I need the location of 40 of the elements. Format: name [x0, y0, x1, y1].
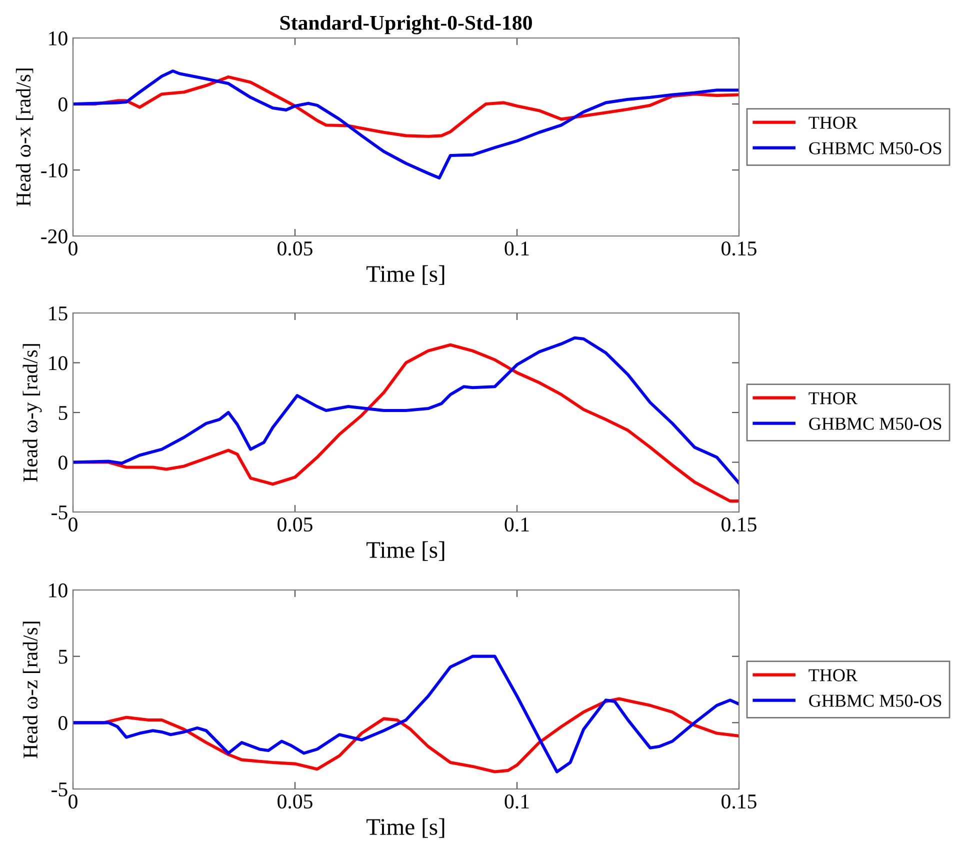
legend-label: THOR [808, 669, 858, 682]
legend-label: GHBMC M50-OS [809, 694, 942, 707]
x-tick-label: 0 [68, 241, 78, 256]
x-tick-label: 0.15 [722, 794, 756, 809]
chart-title: Standard-Upright-0-Std-180 [280, 15, 532, 34]
y-tick-label: 0 [58, 97, 68, 112]
legend-label: GHBMC M50-OS [809, 418, 942, 430]
x-axis-title: Time [s] [366, 265, 444, 285]
x-tick-label: 0.1 [504, 517, 529, 532]
x-axis-title: Time [s] [366, 541, 444, 561]
y-axis-title: Head ω-x [rad/s] [16, 68, 34, 206]
x-tick-label: 0 [68, 794, 78, 809]
y-axis-title: Head ω-y [rad/s] [22, 344, 42, 482]
line-series [73, 69, 739, 180]
x-tick-label: 0.05 [278, 794, 312, 809]
y-axis-title: Head ω-z [rad/s] [22, 622, 40, 758]
legend-label: GHBMC M50-OS [809, 142, 942, 154]
x-tick-label: 0.05 [278, 517, 312, 532]
y-tick-label: 10 [49, 356, 68, 370]
y-tick-label: 15 [49, 306, 68, 320]
x-tick-label: 0.1 [504, 241, 529, 256]
x-tick-label: 0.15 [722, 241, 756, 256]
y-tick-label: 5 [58, 406, 68, 420]
x-tick-label: 0.1 [504, 794, 529, 809]
x-tick-label: 0.05 [278, 241, 312, 256]
y-tick-label: 5 [58, 650, 68, 664]
x-axis-title: Time [s] [366, 818, 444, 838]
x-tick-label: 0 [68, 517, 78, 532]
y-tick-label: 10 [49, 31, 68, 46]
legend-label: THOR [808, 116, 858, 129]
legend-label: THOR [808, 392, 858, 404]
y-tick-label: 10 [49, 583, 68, 598]
y-tick-label: -5 [52, 506, 68, 520]
y-tick-label: 0 [58, 716, 68, 730]
y-tick-label: -20 [41, 229, 68, 244]
y-tick-label: -5 [52, 782, 68, 796]
y-tick-label: 0 [58, 456, 68, 470]
y-tick-label: -10 [41, 163, 68, 178]
line-series [73, 654, 739, 774]
x-tick-label: 0.15 [722, 517, 756, 532]
